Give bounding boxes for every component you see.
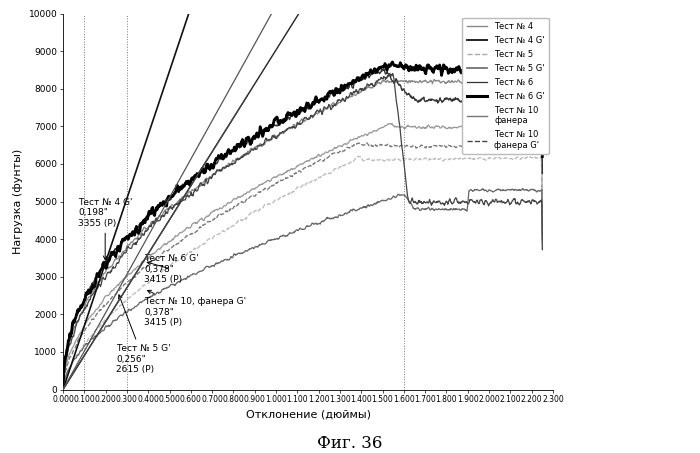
Y-axis label: Нагрузка (фунты): Нагрузка (фунты) xyxy=(13,149,23,254)
X-axis label: Отклонение (дюймы): Отклонение (дюймы) xyxy=(246,410,370,419)
Legend: Тест № 4, Тест № 4 G', Тест № 5, Тест № 5 G', Тест № 6, Тест № 6 G', Тест № 10
ф: Тест № 4, Тест № 4 G', Тест № 5, Тест № … xyxy=(463,18,549,154)
Text: Тест № 4 G'
0,198"
3355 (Р): Тест № 4 G' 0,198" 3355 (Р) xyxy=(78,198,132,260)
Text: Фиг. 36: Фиг. 36 xyxy=(317,435,383,453)
Text: Тест № 5 G'
0,256"
2615 (Р): Тест № 5 G' 0,256" 2615 (Р) xyxy=(116,295,171,374)
Text: Тест № 10, фанера G'
0,378"
3415 (Р): Тест № 10, фанера G' 0,378" 3415 (Р) xyxy=(144,290,246,327)
Text: Тест № 6 G'
0,378"
3415 (Р): Тест № 6 G' 0,378" 3415 (Р) xyxy=(144,254,199,284)
